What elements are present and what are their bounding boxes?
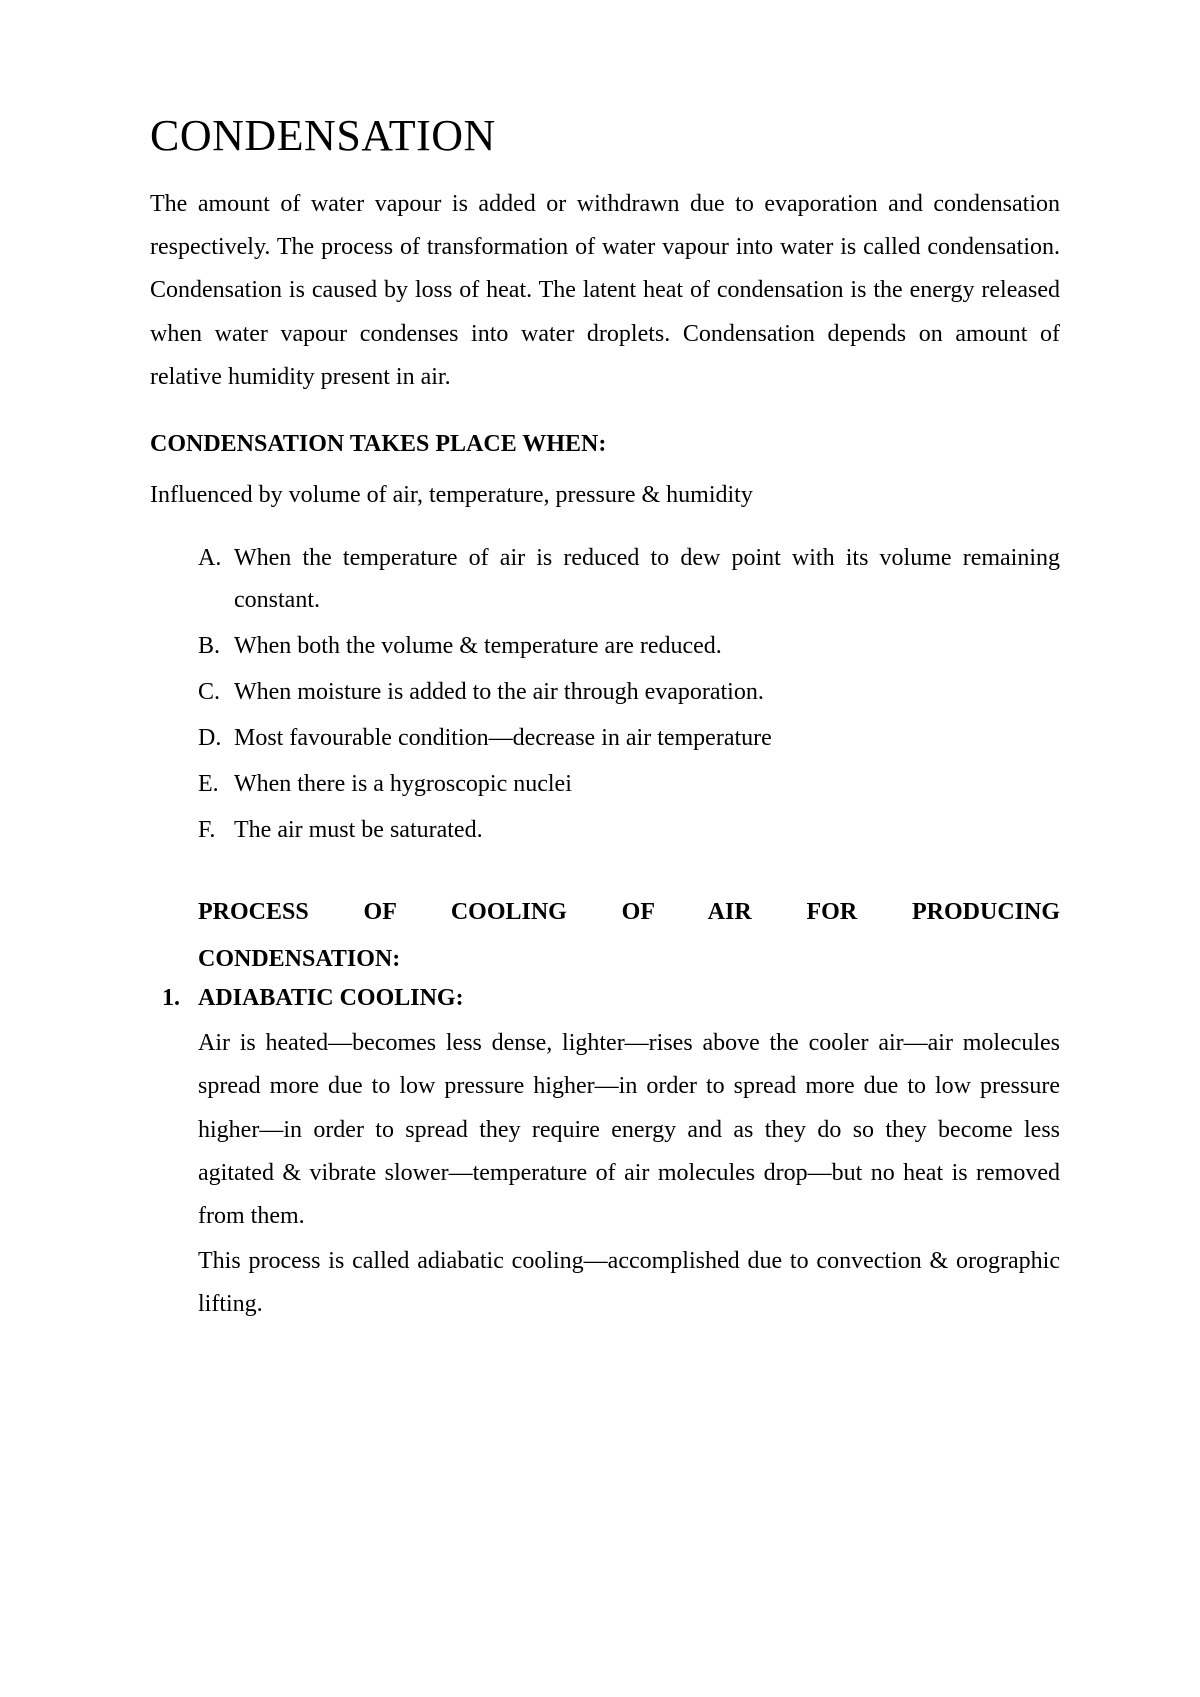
section-heading-when: CONDENSATION TAKES PLACE WHEN: [150,431,1060,458]
list-item-text: When moisture is added to the air throug… [234,671,1060,713]
list-marker: F. [198,809,234,851]
list-item-text: When both the volume & temperature are r… [234,625,1060,667]
adiabatic-heading: ADIABATIC COOLING: [198,985,464,1012]
numbered-marker: 1. [162,985,198,1012]
list-item: C. When moisture is added to the air thr… [198,671,1060,713]
list-marker: D. [198,717,234,759]
list-item-text: When the temperature of air is reduced t… [234,537,1060,621]
page-title: CONDENSATION [150,110,1060,161]
adiabatic-para-1: Air is heated—becomes less dense, lighte… [198,1022,1060,1238]
list-item: D. Most favourable condition—decrease in… [198,717,1060,759]
process-section: PROCESS OF COOLING OF AIR FOR PRODUCING … [150,891,1060,1327]
list-marker: C. [198,671,234,713]
list-item-text: The air must be saturated. [234,809,1060,851]
list-item: E. When there is a hygroscopic nuclei [198,763,1060,805]
list-item: A. When the temperature of air is reduce… [198,537,1060,621]
list-item-text: Most favourable condition—decrease in ai… [234,717,1060,759]
list-item-text: When there is a hygroscopic nuclei [234,763,1060,805]
process-heading-line2: CONDENSATION: [198,946,1060,973]
list-marker: B. [198,625,234,667]
adiabatic-para-2: This process is called adiabatic cooling… [198,1240,1060,1326]
list-item: B. When both the volume & temperature ar… [198,625,1060,667]
process-heading-line1: PROCESS OF COOLING OF AIR FOR PRODUCING [198,891,1060,934]
conditions-list: A. When the temperature of air is reduce… [150,537,1060,851]
list-marker: E. [198,763,234,805]
list-item: F. The air must be saturated. [198,809,1060,851]
list-marker: A. [198,537,234,621]
adiabatic-heading-row: 1. ADIABATIC COOLING: [198,985,1060,1012]
intro-paragraph: The amount of water vapour is added or w… [150,183,1060,399]
influenced-text: Influenced by volume of air, temperature… [150,482,1060,509]
